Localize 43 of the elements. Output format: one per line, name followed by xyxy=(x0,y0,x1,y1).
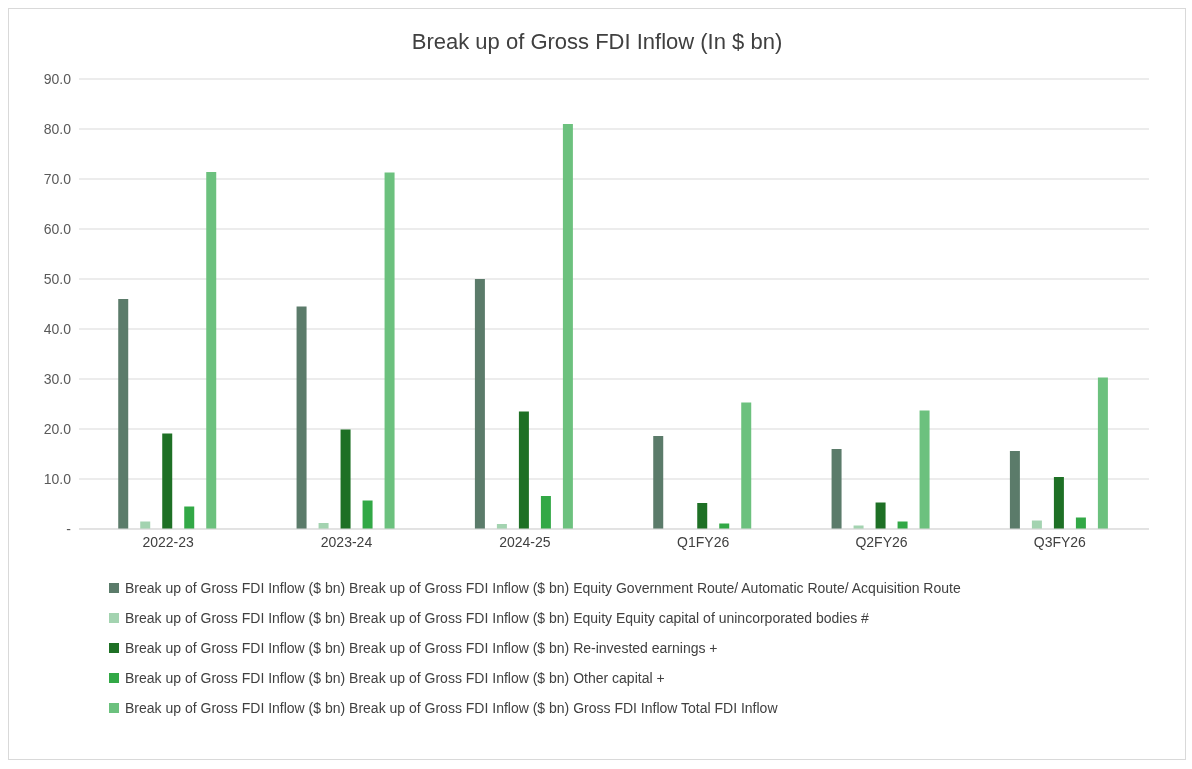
y-tick-label: 70.0 xyxy=(43,170,72,187)
y-tick-label: 10.0 xyxy=(43,470,72,487)
bar xyxy=(653,436,664,529)
bar xyxy=(362,500,373,529)
x-tick-label: Q2FY26 xyxy=(855,533,908,550)
bar xyxy=(340,429,351,529)
bar xyxy=(184,506,195,529)
bar xyxy=(474,279,485,529)
bar xyxy=(919,410,930,529)
bar xyxy=(384,172,395,529)
legend-label: Break up of Gross FDI Inflow ($ bn) Break up of Gross FDI Inflow ($ bn) Equity Equity capital of unincorporated bodies # xyxy=(124,609,870,628)
y-tick-label: 60.0 xyxy=(43,220,72,237)
chart-title: Break up of Gross FDI Inflow (In $ bn) xyxy=(410,28,784,56)
bar xyxy=(697,503,708,529)
x-tick-label: 2023-24 xyxy=(320,533,373,550)
legend-label: Break up of Gross FDI Inflow ($ bn) Break up of Gross FDI Inflow ($ bn) Equity Government Route/ Automatic Route/ Acquisition Route xyxy=(124,579,962,598)
bar xyxy=(296,306,307,529)
y-tick-label: 30.0 xyxy=(43,370,72,387)
y-tick-label: 20.0 xyxy=(43,420,72,437)
bar xyxy=(831,449,842,529)
y-tick-label: 40.0 xyxy=(43,320,72,337)
legend-label: Break up of Gross FDI Inflow ($ bn) Break up of Gross FDI Inflow ($ bn) Other capital + xyxy=(124,669,666,688)
bar xyxy=(741,402,752,529)
legend-label: Break up of Gross FDI Inflow ($ bn) Break up of Gross FDI Inflow ($ bn) Re-invested earnings + xyxy=(124,639,719,658)
bar xyxy=(206,172,217,529)
y-tick-label: 50.0 xyxy=(43,270,72,287)
bar xyxy=(540,496,551,529)
bar xyxy=(1053,477,1064,529)
y-tick-label: 80.0 xyxy=(43,120,72,137)
legend-label: Break up of Gross FDI Inflow ($ bn) Break up of Gross FDI Inflow ($ bn) Gross FDI Inflow Total FDI Inflow xyxy=(124,699,779,718)
bar xyxy=(518,411,529,529)
y-tick-label: - xyxy=(66,520,72,537)
bar xyxy=(562,124,573,529)
x-tick-label: 2022-23 xyxy=(142,533,195,550)
bar xyxy=(118,299,129,529)
x-tick-label: Q3FY26 xyxy=(1033,533,1087,550)
y-tick-label: 90.0 xyxy=(43,70,72,87)
bar xyxy=(875,502,886,529)
bar xyxy=(162,433,173,529)
bar xyxy=(1097,377,1108,529)
x-tick-label: Q1FY26 xyxy=(677,533,730,550)
x-tick-label: 2024-25 xyxy=(499,533,551,550)
bar xyxy=(1009,451,1020,529)
